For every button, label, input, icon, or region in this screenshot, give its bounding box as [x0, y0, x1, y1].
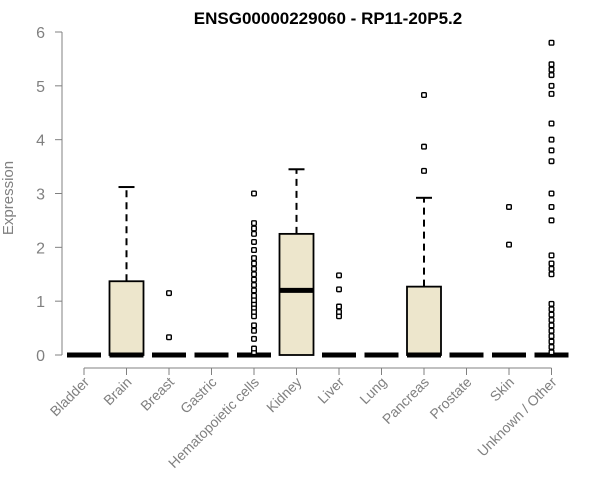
outlier-point: [548, 90, 555, 97]
outlier-point: [548, 343, 555, 350]
outlier-point: [336, 308, 343, 315]
outlier-point: [165, 334, 172, 341]
outlier-point: [548, 39, 555, 46]
box-breast: [152, 290, 186, 358]
outlier-point: [421, 91, 428, 98]
outlier-point: [548, 271, 555, 278]
box-skin: [492, 203, 526, 358]
outlier-point: [250, 345, 257, 352]
outlier-point: [548, 317, 555, 324]
outlier-point: [250, 225, 257, 232]
outlier-point: [250, 230, 257, 237]
y-tick-label: 1: [36, 294, 45, 311]
outlier-point: [421, 143, 428, 150]
outlier-point: [548, 327, 555, 334]
outlier-point: [250, 282, 257, 289]
outlier-point: [548, 300, 555, 307]
box-body: [108, 280, 145, 356]
x-tick-label: Liver: [314, 374, 347, 407]
outlier-point: [548, 158, 555, 165]
outlier-point: [250, 271, 257, 278]
box-body: [406, 285, 442, 356]
x-tick-label: Unknown / Other: [474, 374, 560, 460]
x-tick-label: Breast: [137, 374, 177, 414]
y-tick-label: 2: [36, 240, 45, 257]
outlier-point: [250, 260, 257, 267]
outlier-point: [336, 286, 343, 293]
outlier-point: [250, 238, 257, 245]
x-tick-label: Brain: [100, 374, 134, 408]
y-tick-label: 4: [36, 133, 45, 150]
outlier-point: [250, 292, 257, 299]
outlier-point: [548, 190, 555, 197]
outlier-point: [506, 241, 513, 248]
box-brain: [108, 186, 145, 358]
outlier-point: [548, 66, 555, 73]
outlier-point: [250, 322, 257, 329]
outlier-point: [548, 260, 555, 267]
outlier-point: [548, 265, 555, 272]
box-pancreas: [406, 91, 442, 358]
outlier-point: [548, 333, 555, 340]
outlier-point: [548, 120, 555, 127]
outlier-point: [548, 217, 555, 224]
box-hematopoietic-cells: [237, 190, 271, 358]
y-axis-label: Expression: [0, 161, 17, 235]
x-tick-label: Skin: [487, 374, 518, 405]
y-tick-label: 6: [36, 25, 45, 42]
outlier-point: [548, 147, 555, 154]
x-tick-label: Lung: [356, 374, 389, 407]
x-tick-label: Bladder: [47, 374, 93, 420]
chart-title: ENSG00000229060 - RP11-20P5.2: [194, 9, 462, 28]
x-tick-label: Prostate: [426, 374, 474, 422]
y-tick-label: 3: [36, 187, 45, 204]
x-tick-label: Kidney: [263, 374, 305, 416]
y-tick-label: 0: [36, 348, 45, 365]
outlier-point: [250, 265, 257, 272]
outlier-point: [548, 203, 555, 210]
outlier-point: [548, 338, 555, 345]
outlier-point: [165, 290, 172, 297]
outlier-point: [548, 349, 555, 356]
outlier-point: [548, 136, 555, 143]
box-body: [278, 232, 315, 356]
outlier-point: [548, 322, 555, 329]
outlier-point: [250, 255, 257, 262]
outlier-point: [250, 220, 257, 227]
box-liver: [322, 272, 356, 358]
outlier-point: [250, 276, 257, 283]
outlier-point: [548, 82, 555, 89]
outlier-point: [336, 272, 343, 279]
outlier-point: [250, 287, 257, 294]
outlier-point: [421, 167, 428, 174]
x-tick-label: Pancreas: [379, 374, 432, 427]
outlier-point: [506, 203, 513, 210]
outlier-point: [250, 327, 257, 334]
outlier-point: [250, 190, 257, 197]
outlier-point: [548, 311, 555, 318]
box-unknown-other: [534, 39, 569, 358]
outlier-point: [250, 247, 257, 254]
outlier-point: [548, 72, 555, 79]
outlier-point: [336, 303, 343, 310]
box-kidney: [278, 168, 315, 356]
outlier-point: [548, 306, 555, 313]
outlier-point: [250, 335, 257, 342]
outlier-point: [548, 61, 555, 68]
y-tick-label: 5: [36, 79, 45, 96]
plot-area: [67, 39, 569, 358]
outlier-point: [548, 252, 555, 259]
